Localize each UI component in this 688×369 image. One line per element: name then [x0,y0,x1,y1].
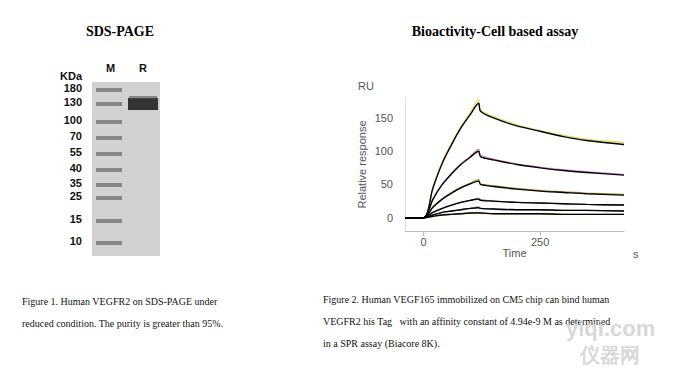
svg-text:0: 0 [387,212,393,224]
html-text:R: R [139,62,147,74]
html-text:130: 130 [63,96,82,108]
svg-text:Relative response: Relative response [356,120,368,208]
html-text:40: 40 [69,162,82,174]
html-text:reduced condition. The purity: reduced condition. The purity is greater… [22,318,224,329]
html-text:10: 10 [69,235,82,247]
svg-text:50: 50 [381,178,393,190]
html-text:15: 15 [69,213,82,225]
svg-text:s: s [633,248,639,260]
html-text:35: 35 [69,177,82,189]
html-text:VEGFR2 his Tag with an affinit: VEGFR2 his Tag with an affinity constant… [323,316,611,327]
html-text:25: 25 [69,190,82,202]
svg-text:0: 0 [421,236,427,248]
html-text:Figure 1. Human VEGFR2 on SDS-: Figure 1. Human VEGFR2 on SDS-PAGE under [22,296,218,307]
html-text:yiqi.com: yiqi.com [566,316,656,341]
html-text:100: 100 [63,114,82,126]
html-text:Bioactivity-Cell based assay: Bioactivity-Cell based assay [411,24,579,39]
html-text:180: 180 [63,82,82,94]
svg-text:100: 100 [375,145,393,157]
svg-text:Time: Time [502,247,526,259]
html-text:Figure 2. Human VEGF165 immobi: Figure 2. Human VEGF165 immobilized on C… [323,294,610,305]
html-text:仪器网: 仪器网 [580,344,640,366]
svg-text:150: 150 [375,112,393,124]
html-text:M: M [106,62,116,74]
svg-text:RU: RU [358,80,374,92]
svg-text:250: 250 [531,236,549,248]
html-text:KDa: KDa [60,70,82,82]
html-text:SDS-PAGE: SDS-PAGE [85,24,155,39]
html-text:55: 55 [69,146,82,158]
html-text:70: 70 [69,130,82,142]
html-text:in a SPR assay (Biacore 8K).: in a SPR assay (Biacore 8K). [323,338,440,349]
